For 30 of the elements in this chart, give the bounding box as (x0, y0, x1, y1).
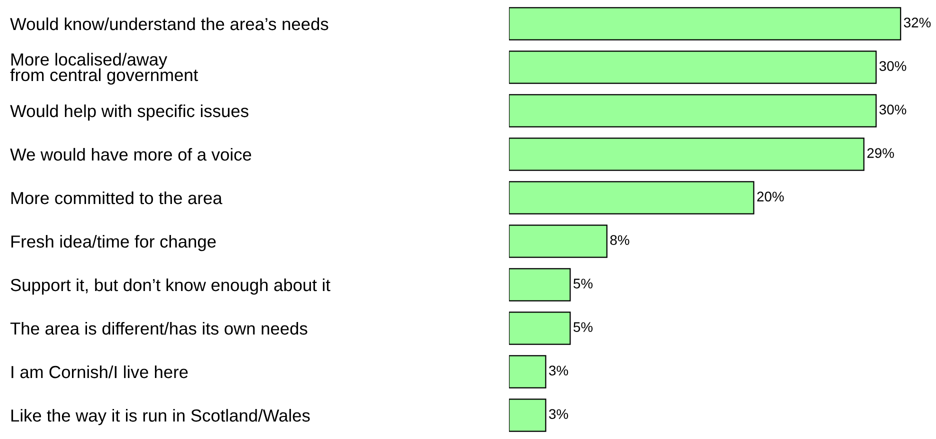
y-tick-label: We would have more of a voice (10, 148, 252, 161)
bar (509, 268, 571, 302)
bar (509, 50, 877, 84)
data-label: 8% (610, 235, 630, 245)
bar (509, 7, 902, 40)
bar (509, 312, 571, 345)
y-tick-label: More committed to the area (11, 191, 222, 204)
y-tick-label: Would know/understand the area’s needs (10, 17, 328, 30)
bar (509, 224, 608, 258)
bar (509, 94, 877, 128)
bar (509, 355, 546, 388)
bar (509, 181, 754, 214)
y-tick-label: Like the way it is run in Scotland/Wales (11, 408, 310, 426)
data-label: 3% (549, 409, 568, 419)
y-tick-label: Support it, but don’t know enough about it (10, 278, 330, 295)
y-tick-label: Fresh idea/time for change (11, 234, 216, 252)
y-tick-label: More localised/away from central government (10, 52, 198, 85)
data-label: 32% (904, 18, 931, 28)
bar (509, 138, 864, 171)
data-label: 30% (879, 104, 906, 114)
data-label: 20% (757, 192, 784, 202)
data-label: 5% (574, 278, 593, 288)
y-tick-label: Would help with specific issues (10, 104, 248, 121)
data-label: 3% (549, 366, 568, 376)
data-label: 30% (879, 61, 906, 71)
y-tick-label: I am Cornish/I live here (12, 365, 188, 378)
y-tick-label: The area is different/has its own needs (10, 322, 308, 335)
data-label: 5% (574, 322, 593, 332)
bar (509, 398, 546, 432)
data-label: 29% (867, 148, 894, 158)
